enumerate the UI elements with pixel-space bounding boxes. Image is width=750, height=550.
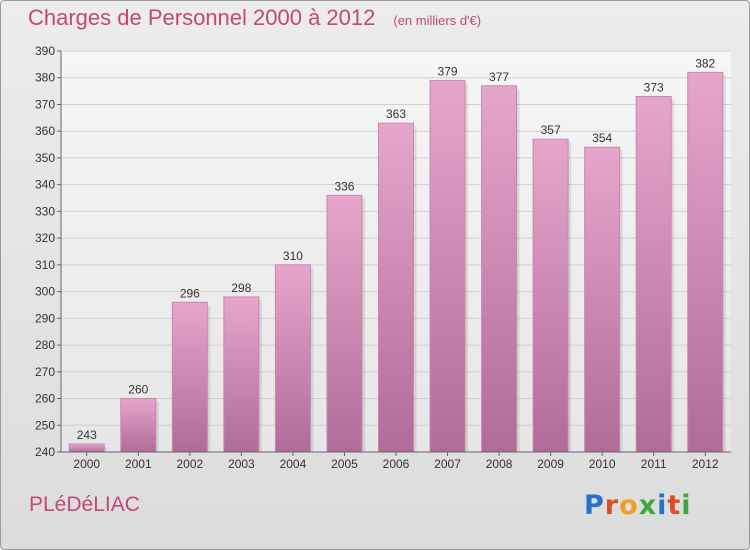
y-tick-label: 250 bbox=[35, 418, 55, 432]
x-tick-label: 2011 bbox=[641, 457, 667, 471]
bar bbox=[378, 122, 414, 453]
data-label: 243 bbox=[77, 428, 97, 442]
logo-letter: P bbox=[584, 490, 605, 521]
y-tick-label: 320 bbox=[35, 231, 55, 245]
data-label: 379 bbox=[438, 64, 458, 78]
bar bbox=[429, 79, 466, 453]
y-tick-label: 310 bbox=[35, 258, 55, 272]
data-label: 357 bbox=[541, 123, 561, 137]
y-tick-label: 390 bbox=[35, 44, 55, 58]
x-tick-label: 2006 bbox=[383, 457, 410, 471]
bar bbox=[635, 95, 672, 453]
data-label: 377 bbox=[489, 70, 509, 84]
x-axis: 2000 2001 2002 2003 2004 2005 2006 2007 2008 2009… bbox=[61, 451, 731, 471]
data-label: 260 bbox=[128, 383, 148, 397]
x-tick-label: 2007 bbox=[434, 457, 461, 471]
x-tick-label: 2000 bbox=[73, 457, 100, 471]
bar bbox=[532, 138, 569, 453]
bar bbox=[171, 301, 208, 453]
data-label: 296 bbox=[180, 286, 200, 300]
x-tick-label: 2010 bbox=[589, 457, 616, 471]
bar bbox=[274, 264, 311, 453]
commune-name: PLéDéLIAC bbox=[29, 493, 140, 516]
y-axis: 240 250 260 270 280 290 300 310 320 330 340 350 360 3… bbox=[35, 44, 62, 459]
y-tick-label: 330 bbox=[35, 204, 55, 218]
y-tick-label: 270 bbox=[35, 365, 55, 379]
logo-letter: i bbox=[657, 490, 668, 521]
data-label: 382 bbox=[695, 56, 715, 70]
logo-letter: t bbox=[667, 490, 682, 521]
bar bbox=[68, 443, 105, 453]
logo-letter: r bbox=[604, 490, 620, 521]
chart-title-text: Charges de Personnel 2000 à 2012 bbox=[28, 5, 376, 30]
y-tick-label: 300 bbox=[35, 285, 55, 299]
y-tick-label: 260 bbox=[35, 392, 55, 406]
bar bbox=[687, 71, 724, 453]
x-tick-label: 2004 bbox=[280, 457, 307, 471]
bar bbox=[120, 398, 157, 453]
bar bbox=[481, 85, 518, 453]
chart-title: Charges de Personnel 2000 à 2012 (en mill… bbox=[28, 5, 481, 31]
logo-letter: o bbox=[619, 490, 639, 521]
data-label: 310 bbox=[283, 249, 303, 263]
data-label: 298 bbox=[231, 281, 251, 295]
x-tick-label: 2001 bbox=[125, 457, 152, 471]
bar bbox=[584, 146, 621, 453]
logo-letter: i bbox=[681, 490, 692, 521]
bar bbox=[326, 194, 363, 453]
logo-letter: x bbox=[638, 490, 658, 521]
y-tick-label: 290 bbox=[35, 311, 55, 325]
proxiti-logo[interactable]: Proxiti bbox=[584, 490, 692, 521]
y-tick-label: 240 bbox=[35, 445, 55, 459]
x-tick-label: 2009 bbox=[537, 457, 564, 471]
data-label: 363 bbox=[386, 107, 406, 121]
y-tick-label: 350 bbox=[35, 151, 55, 165]
chart-subtitle: (en milliers d'€) bbox=[393, 13, 482, 28]
y-tick-label: 370 bbox=[35, 97, 55, 111]
bar bbox=[223, 296, 260, 453]
x-tick-label: 2002 bbox=[176, 457, 203, 471]
x-tick-label: 2005 bbox=[331, 457, 358, 471]
y-tick-label: 380 bbox=[35, 71, 55, 85]
data-label: 336 bbox=[334, 179, 354, 193]
x-tick-label: 2003 bbox=[228, 457, 255, 471]
y-tick-label: 280 bbox=[35, 338, 55, 352]
x-tick-label: 2012 bbox=[692, 457, 719, 471]
data-label: 354 bbox=[592, 131, 612, 145]
y-tick-label: 340 bbox=[35, 178, 55, 192]
y-tick-label: 360 bbox=[35, 124, 55, 138]
data-labels: 243 260 296 298 310 336 363 379 377 357 354 373 382 bbox=[77, 56, 716, 442]
data-label: 373 bbox=[644, 80, 664, 94]
x-tick-label: 2008 bbox=[486, 457, 513, 471]
